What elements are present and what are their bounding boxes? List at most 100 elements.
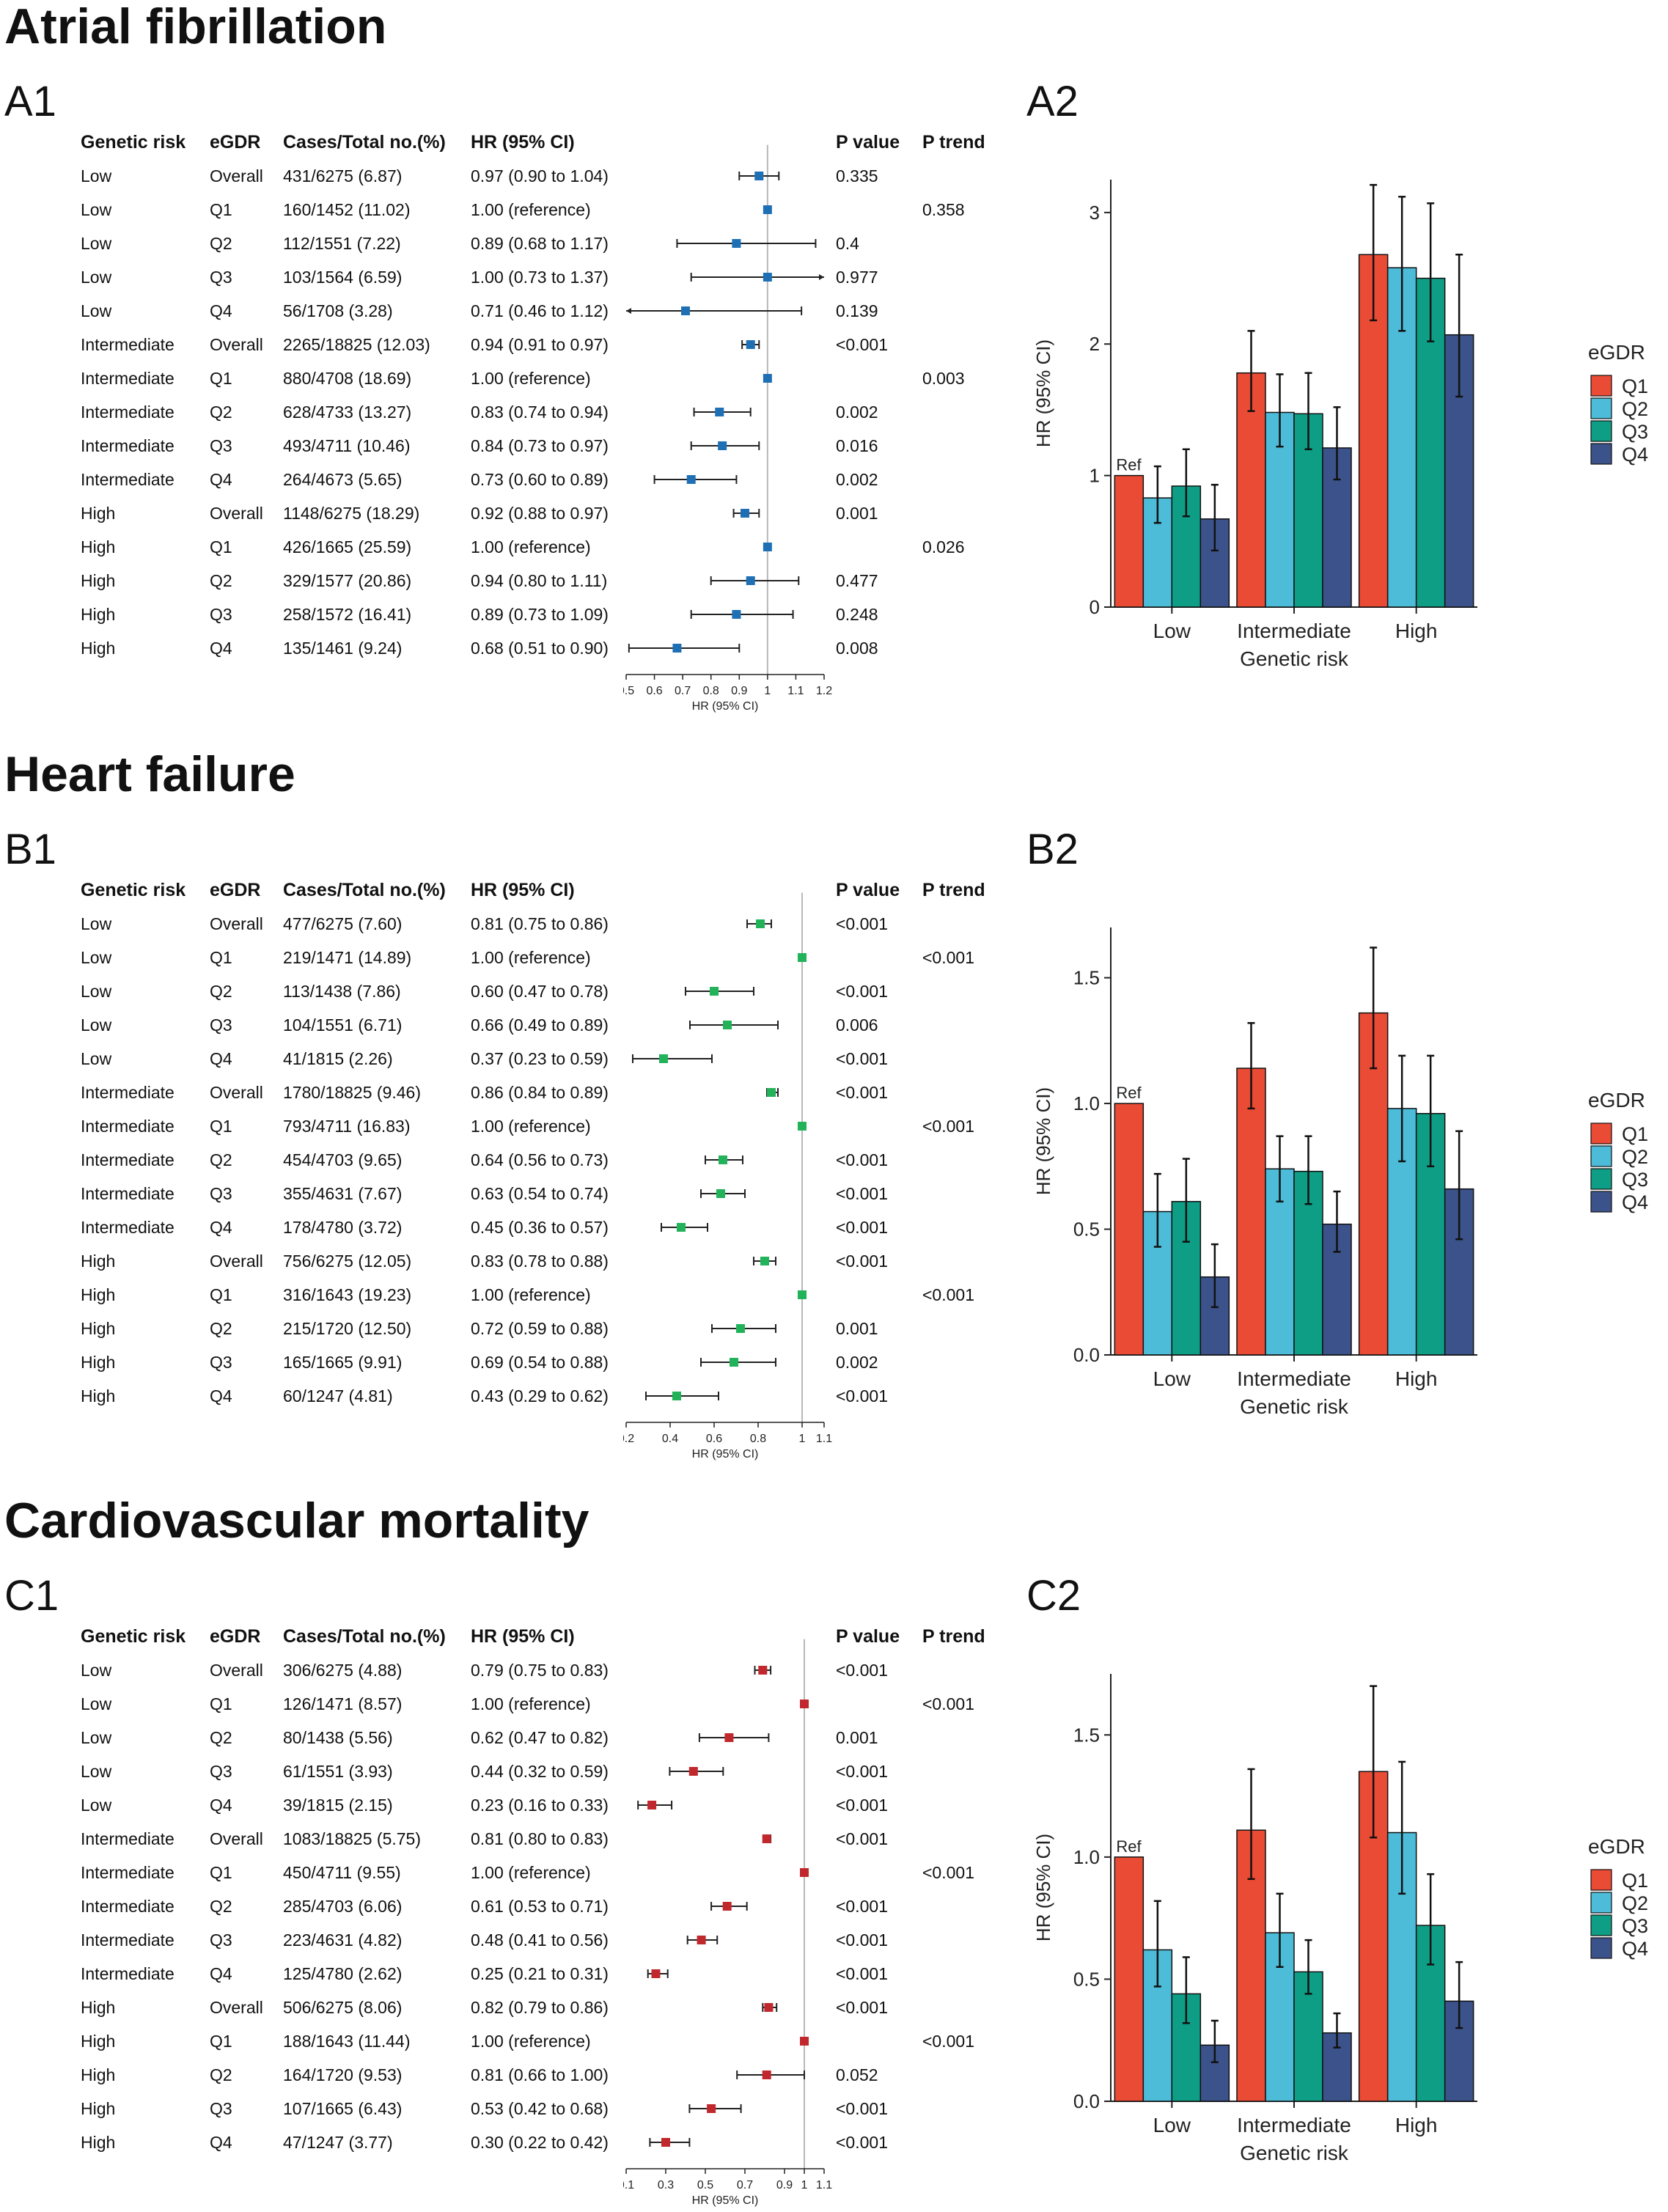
cell-egdr: Q4	[210, 639, 232, 658]
point-estimate	[746, 576, 755, 585]
cell-cases: 56/1708 (3.28)	[283, 301, 393, 320]
table-row: High Q1 188/1643 (11.44) 1.00 (reference) <0…	[0, 2024, 1026, 2058]
table-row: High Overall 756/6275 (12.05) 0.83 (0.78 to…	[0, 1244, 1026, 1278]
ref-label: Ref	[1116, 1837, 1142, 1856]
cell-cases: 258/1572 (16.41)	[283, 605, 412, 624]
y-axis-title: HR (95% CI)	[1032, 1834, 1054, 1941]
table-row: Low Q2 112/1551 (7.22) 0.89 (0.68 to 1.17) 0…	[0, 227, 1026, 260]
cell-p-value: 0.006	[836, 1015, 878, 1035]
cell-hr: 0.83 (0.78 to 0.88)	[471, 1252, 609, 1271]
cell-hr: 0.66 (0.49 to 0.89)	[471, 1015, 609, 1035]
cell-hr: 1.00 (reference)	[471, 1694, 591, 1713]
point-estimate	[741, 509, 749, 518]
point-estimate	[763, 543, 772, 551]
cell-cases: 188/1643 (11.44)	[283, 2032, 411, 2051]
cell-egdr: Q2	[210, 2065, 232, 2084]
x-axis-title: HR (95% CI)	[692, 1448, 759, 1460]
cell-hr: 0.81 (0.80 to 0.83)	[471, 1829, 609, 1848]
table-row: Intermediate Overall 1083/18825 (5.75) 0.81…	[0, 1822, 1026, 1856]
legend-label: Q4	[1622, 444, 1648, 466]
cell-hr: 0.94 (0.91 to 0.97)	[471, 335, 609, 354]
cell-p-value: <0.001	[836, 1150, 888, 1169]
x-axis-title: Genetic risk	[1240, 647, 1349, 670]
y-tick-label: 3	[1090, 202, 1100, 224]
cell-egdr: Q4	[210, 1386, 232, 1406]
cell-egdr: Q1	[210, 200, 232, 219]
cell-egdr: Q4	[210, 301, 232, 320]
y-tick-label: 0.5	[1073, 1219, 1100, 1241]
y-tick-label: 1.5	[1073, 1724, 1100, 1746]
cell-p-value: <0.001	[836, 1218, 888, 1237]
cell-egdr: Q2	[210, 1728, 232, 1747]
cell-genetic-risk: Low	[81, 234, 112, 253]
point-estimate	[659, 1054, 668, 1063]
cell-p-value: 0.139	[836, 301, 878, 320]
ref-label: Ref	[1116, 456, 1142, 474]
table-row: Intermediate Q1 450/4711 (9.55) 1.00 (refer…	[0, 1856, 1026, 1889]
table-header-row: Genetic risk eGDR Cases/Total no.(%) HR (95…	[0, 1620, 1026, 1653]
cell-p-value: 0.002	[836, 1353, 878, 1372]
table-row: Low Overall 477/6275 (7.60) 0.81 (0.75 to 0…	[0, 907, 1026, 941]
cell-egdr: Q1	[210, 537, 232, 556]
cell-cases: 1780/18825 (9.46)	[283, 1083, 421, 1102]
legend-swatch	[1590, 1168, 1612, 1190]
cell-cases: 80/1438 (5.56)	[283, 1728, 393, 1747]
cell-cases: 61/1551 (3.93)	[283, 1762, 393, 1781]
point-estimate	[724, 1733, 734, 1742]
cell-p-value: 0.001	[836, 504, 878, 523]
legend-swatch	[1590, 1145, 1612, 1167]
table-row: Low Q1 219/1471 (14.89) 1.00 (reference) <0.…	[0, 941, 1026, 974]
cell-hr: 0.60 (0.47 to 0.78)	[471, 982, 609, 1001]
x-tick-label: 0.2	[623, 1433, 634, 1445]
cell-hr: 0.94 (0.80 to 1.11)	[471, 571, 608, 590]
cell-egdr: Overall	[210, 1661, 263, 1680]
point-estimate	[763, 205, 772, 214]
point-estimate	[798, 953, 807, 962]
cell-p-value: 0.477	[836, 571, 878, 590]
table-row: High Q4 47/1247 (3.77) 0.30 (0.22 to 0.42) <…	[0, 2125, 1026, 2159]
y-tick-label: 0.0	[1073, 1344, 1100, 1366]
cell-p-trend: 0.358	[922, 200, 965, 219]
panel-label-a2: A2	[1026, 78, 1079, 125]
cell-cases: 103/1564 (6.59)	[283, 268, 403, 287]
x-tick-label: 1.1	[787, 685, 804, 697]
cell-p-value: <0.001	[836, 1386, 888, 1406]
x-tick-label: 0.8	[703, 685, 719, 697]
x-tick-label: 0.8	[750, 1433, 766, 1445]
header-genetic-risk: Genetic risk	[81, 1626, 186, 1647]
cell-p-value: <0.001	[836, 1897, 888, 1916]
legend-label: Q3	[1622, 1915, 1648, 1937]
legend-swatch	[1590, 1892, 1612, 1914]
cell-egdr: Q2	[210, 234, 232, 253]
header-cases: Cases/Total no.(%)	[283, 1626, 446, 1647]
point-estimate	[798, 1122, 807, 1131]
cell-genetic-risk: Intermediate	[81, 1897, 174, 1916]
x-tick-label: 0.1	[623, 2179, 634, 2191]
cell-hr: 0.71 (0.46 to 1.12)	[471, 301, 609, 320]
cell-genetic-risk: High	[81, 1386, 116, 1406]
cell-p-value: <0.001	[836, 1930, 888, 1950]
cell-genetic-risk: High	[81, 1998, 116, 2017]
table-row: Intermediate Overall 1780/18825 (9.46) 0.86…	[0, 1076, 1026, 1109]
legend-label: Q3	[1622, 421, 1648, 443]
point-estimate	[647, 1801, 657, 1809]
cell-p-trend: 0.003	[922, 369, 965, 388]
cell-cases: 477/6275 (7.60)	[283, 914, 403, 933]
legend-title: eGDR	[1588, 1089, 1645, 1111]
header-cases: Cases/Total no.(%)	[283, 132, 446, 153]
y-tick-label: 1.0	[1073, 1092, 1100, 1114]
bar	[1444, 2000, 1474, 2102]
x-tick-label: 0.9	[776, 2179, 793, 2191]
point-estimate	[763, 374, 772, 383]
cell-cases: 223/4631 (4.82)	[283, 1930, 403, 1950]
cell-genetic-risk: High	[81, 2065, 116, 2084]
cell-cases: 264/4673 (5.65)	[283, 470, 403, 489]
x-tick-label: 0.3	[658, 2179, 674, 2191]
x-tick-label: 0.5	[623, 685, 634, 697]
point-estimate	[764, 2003, 774, 2012]
table-row: Intermediate Q2 285/4703 (6.06) 0.61 (0.53 …	[0, 1889, 1026, 1923]
point-estimate	[800, 2037, 809, 2046]
point-estimate	[730, 1358, 738, 1367]
table-row: Intermediate Overall 2265/18825 (12.03) 0.9…	[0, 328, 1026, 361]
y-tick-label: 1.5	[1073, 967, 1100, 989]
